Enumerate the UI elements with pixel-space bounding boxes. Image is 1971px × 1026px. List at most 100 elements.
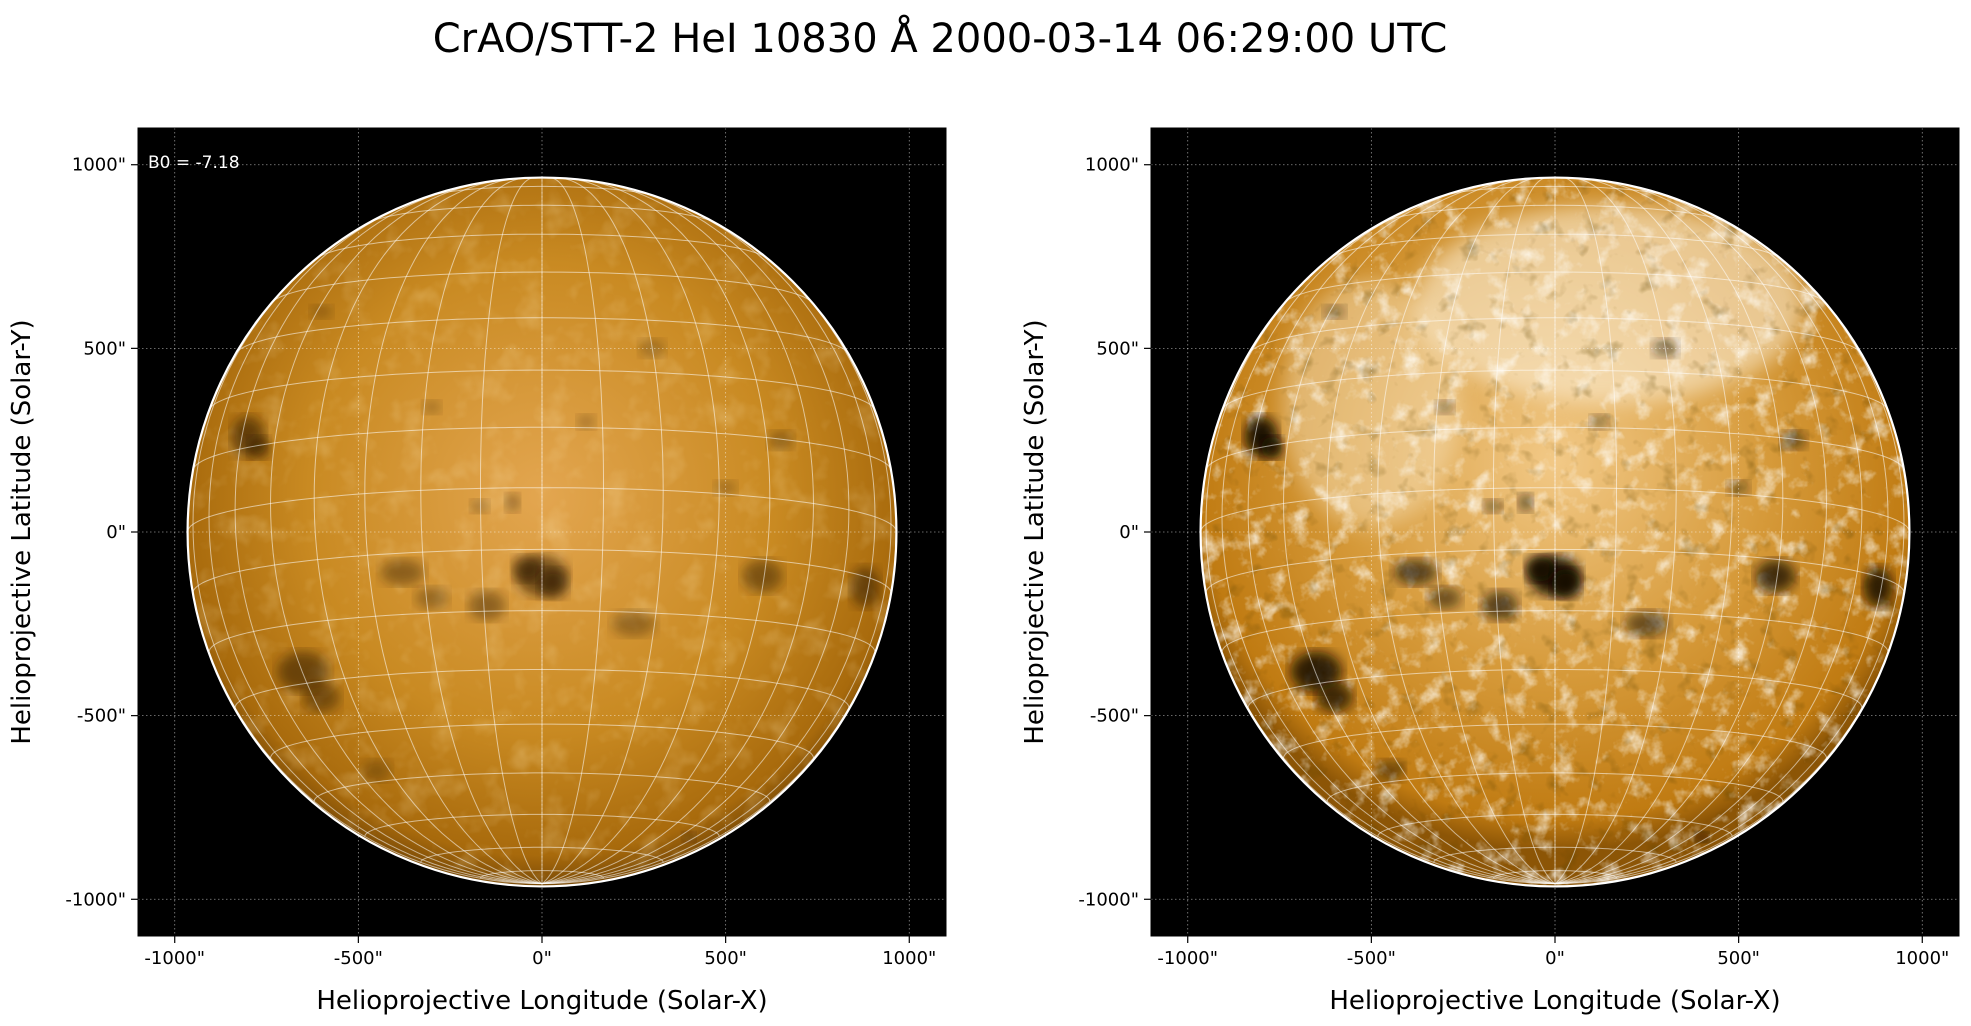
dark-feature: [1589, 414, 1609, 430]
y-axis-label: Helioprojective Latitude (Solar-Y): [7, 319, 37, 744]
dark-feature: [767, 431, 794, 450]
longitude-line: [1282, 181, 1556, 885]
dark-feature: [310, 305, 333, 319]
y-tick-label: -500": [77, 706, 126, 727]
solar-panel-linear: -1000" -500" 0" 500" 1000" -1000" -500" 0" 500" 1…: [7, 127, 947, 1016]
dark-feature: [512, 555, 542, 582]
longitude-line: [541, 199, 876, 885]
longitude-line: [1554, 177, 1617, 884]
dark-feature: [1435, 400, 1455, 414]
dark-feature: [1323, 305, 1346, 319]
dark-feature: [380, 559, 425, 586]
solar-limb: [1199, 176, 1911, 888]
y-tick-label: 1000": [1085, 155, 1139, 176]
dark-feature: [1518, 493, 1533, 512]
dark-feature: [303, 682, 340, 712]
dark-feature: [248, 436, 271, 459]
longitude-line: [1554, 242, 1905, 885]
y-tick-label: 500": [83, 338, 126, 359]
x-tick-label: -1000": [1157, 948, 1218, 969]
longitude-line: [364, 178, 543, 885]
dark-feature: [1624, 610, 1669, 637]
x-tick-label: 500": [704, 948, 747, 969]
longitude-line: [1221, 199, 1556, 885]
x-tick-label: 1000": [882, 948, 936, 969]
y-tick-label: -500": [1090, 706, 1139, 727]
axes-frame: [137, 127, 947, 937]
longitude-line: [1205, 242, 1556, 885]
figure-title: CrAO/STT-2 HeI 10830 Å 2000-03-14 06:29:…: [433, 14, 1448, 62]
dark-feature: [1755, 559, 1796, 593]
longitude-line: [1554, 181, 1828, 885]
longitude-line: [1554, 178, 1733, 885]
dark-feature: [505, 493, 520, 512]
axes-frame: [1150, 127, 1960, 937]
longitude-line: [1554, 179, 1784, 885]
b0-annotation: B0 = -7.18: [148, 153, 240, 173]
x-tick-label: 0": [532, 948, 552, 969]
x-tick-label: -500": [334, 948, 383, 969]
dark-feature: [362, 759, 392, 782]
x-tick-label: 1000": [1895, 948, 1949, 969]
x-axis-label: Helioprojective Longitude (Solar-X): [316, 986, 767, 1016]
longitude-line: [541, 181, 815, 885]
dark-feature: [1316, 682, 1353, 712]
longitude-line: [269, 181, 543, 885]
dark-feature: [1393, 559, 1438, 586]
dark-feature: [1261, 436, 1284, 459]
dark-feature: [611, 610, 656, 637]
dark-feature: [1727, 480, 1750, 496]
longitude-line: [192, 242, 543, 885]
dark-feature: [1428, 587, 1462, 610]
y-tick-label: -1000": [1078, 889, 1139, 910]
dark-feature: [714, 480, 737, 496]
longitude-line: [1433, 177, 1556, 885]
longitude-line: [1377, 178, 1556, 885]
dark-feature: [422, 400, 441, 414]
longitude-line: [208, 199, 543, 885]
dark-feature: [1525, 555, 1555, 582]
dark-feature: [576, 414, 596, 430]
solar-limb: [186, 176, 898, 888]
longitude-line: [234, 187, 543, 885]
dark-feature: [538, 568, 568, 599]
longitude-line: [1247, 187, 1556, 885]
dark-feature: [1780, 431, 1807, 450]
longitude-line: [541, 179, 771, 885]
x-tick-label: -500": [1347, 948, 1396, 969]
y-axis-label: Helioprojective Latitude (Solar-Y): [1020, 319, 1050, 744]
longitude-line: [420, 177, 543, 885]
x-tick-label: 0": [1545, 948, 1565, 969]
y-tick-label: 0": [106, 522, 126, 543]
dark-feature: [1483, 499, 1502, 513]
dark-feature: [1863, 566, 1893, 608]
y-tick-label: -1000": [65, 889, 126, 910]
dark-feature: [1551, 568, 1581, 599]
dark-feature: [468, 590, 506, 621]
y-tick-label: 0": [1119, 522, 1139, 543]
longitude-line: [541, 242, 892, 885]
longitude-line: [541, 187, 850, 885]
x-tick-label: 500": [1717, 948, 1760, 969]
longitude-line: [313, 179, 543, 885]
longitude-line: [1554, 177, 1677, 885]
dark-feature: [742, 559, 783, 593]
dark-feature: [1481, 590, 1519, 621]
longitude-line: [1554, 187, 1863, 885]
x-axis-label: Helioprojective Longitude (Solar-X): [1329, 986, 1780, 1016]
longitude-line: [1493, 177, 1556, 884]
dark-feature: [470, 499, 489, 513]
longitude-line: [1554, 199, 1889, 885]
longitude-line: [541, 177, 664, 885]
longitude-line: [480, 177, 543, 884]
longitude-line: [541, 178, 720, 885]
dark-feature: [415, 587, 449, 610]
longitude-line: [541, 177, 604, 884]
solar-panel-enhanced: -1000" -500" 0" 500" 1000" -1000" -500" 0" 500" 1…: [1020, 127, 1960, 1016]
longitude-line: [1326, 179, 1556, 885]
y-tick-label: 500": [1096, 338, 1139, 359]
dark-feature: [1375, 759, 1405, 782]
y-tick-label: 1000": [72, 155, 126, 176]
x-tick-label: -1000": [144, 948, 205, 969]
